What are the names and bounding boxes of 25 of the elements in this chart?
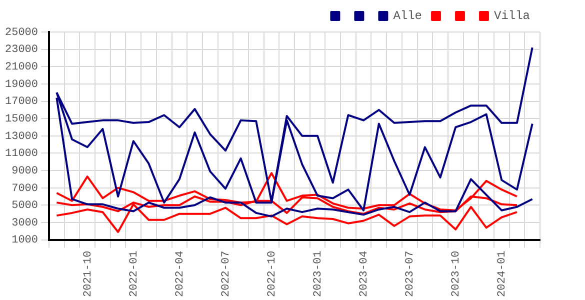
x-tick-label: 2022-07 (220, 250, 232, 298)
x-tick-label: 2021-10 (82, 250, 94, 298)
y-tick-label: 25000 (4, 26, 38, 39)
x-tick-label: 2022-04 (174, 250, 186, 298)
y-tick-label: 19000 (4, 78, 38, 91)
y-tick-label: 21000 (4, 62, 38, 74)
legend-label: Alle (393, 9, 422, 24)
y-tick-label: 15000 (4, 113, 38, 126)
x-tick-label: 2023-10 (450, 250, 463, 298)
x-tick-label: 2023-01 (312, 250, 324, 298)
y-tick-label: 5000 (12, 200, 38, 212)
x-tick-label: 2023-07 (404, 250, 416, 298)
y-tick-label: 17000 (4, 96, 38, 108)
y-tick-label: 3000 (12, 217, 38, 230)
y-tick-label: 9000 (12, 165, 38, 178)
y-tick-label: 7000 (12, 182, 38, 195)
x-tick-label: 2022-01 (128, 250, 140, 298)
y-tick-label: 13000 (4, 130, 38, 143)
x-tick-label: 2022-10 (266, 250, 278, 298)
x-tick-label: 2024-01 (496, 250, 509, 298)
legend-label: Villa (494, 9, 530, 24)
y-tick-label: 23000 (4, 44, 38, 56)
x-tick-label: 2023-04 (358, 250, 370, 298)
y-tick-label: 11000 (4, 148, 38, 160)
y-tick-label: 1000 (12, 234, 38, 247)
